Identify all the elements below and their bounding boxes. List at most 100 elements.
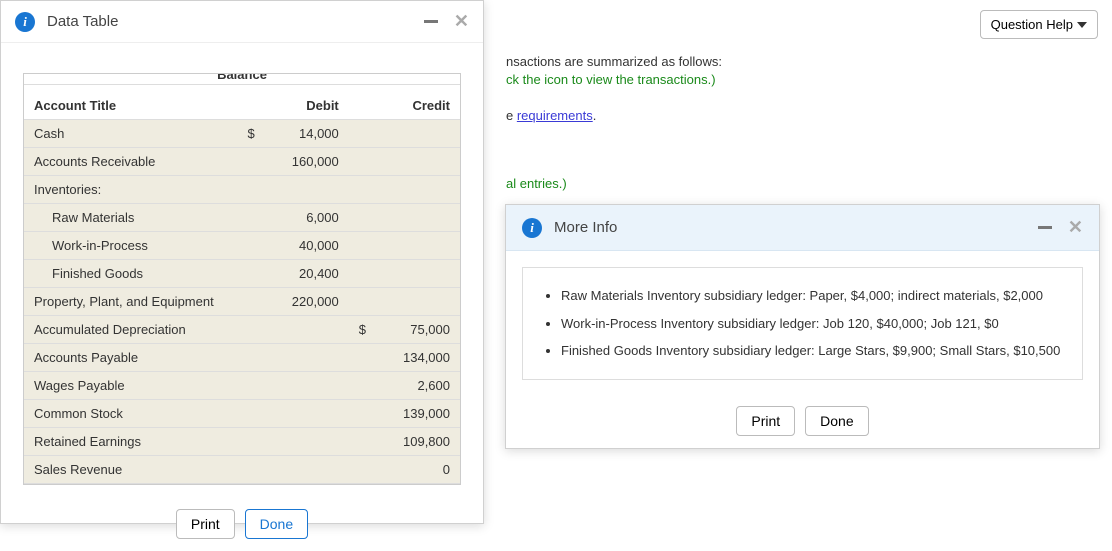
debit-currency-cell	[238, 316, 259, 344]
more-info-body: Raw Materials Inventory subsidiary ledge…	[522, 267, 1083, 380]
credit-cell: 2,600	[370, 372, 460, 400]
print-button[interactable]: Print	[736, 406, 795, 436]
debit-cell: 160,000	[259, 148, 349, 176]
col-account-title: Account Title	[24, 92, 238, 120]
accounts-table: Account Title Debit Credit Cash$14,000Ac…	[24, 92, 460, 484]
debit-currency-cell	[238, 428, 259, 456]
credit-cell	[370, 288, 460, 316]
credit-currency-cell	[349, 372, 370, 400]
credit-currency-cell	[349, 204, 370, 232]
account-title-cell: Inventories:	[24, 176, 238, 204]
account-title-cell: Property, Plant, and Equipment	[24, 288, 238, 316]
debit-currency-cell	[238, 204, 259, 232]
credit-currency-cell	[349, 120, 370, 148]
more-info-panel: i More Info ✕ Raw Materials Inventory su…	[505, 204, 1100, 449]
table-row: Accounts Payable 134,000	[24, 344, 460, 372]
chevron-down-icon	[1077, 22, 1087, 28]
account-title-cell: Sales Revenue	[24, 456, 238, 484]
credit-currency-cell	[349, 456, 370, 484]
credit-currency-cell	[349, 428, 370, 456]
done-button[interactable]: Done	[805, 406, 868, 436]
debit-currency-cell	[238, 372, 259, 400]
debit-cell	[259, 316, 349, 344]
debit-cell	[259, 400, 349, 428]
debit-currency-cell	[238, 400, 259, 428]
col-debit: Debit	[259, 92, 349, 120]
account-title-cell: Wages Payable	[24, 372, 238, 400]
credit-currency-cell	[349, 232, 370, 260]
debit-cell	[259, 372, 349, 400]
bg-line-2: ck the icon to view the transactions.)	[506, 72, 716, 87]
table-row: Common Stock139,000	[24, 400, 460, 428]
debit-cell	[259, 456, 349, 484]
debit-cell	[259, 176, 349, 204]
table-row: Wages Payable 2,600	[24, 372, 460, 400]
print-button[interactable]: Print	[176, 509, 235, 539]
debit-currency-cell: $	[238, 120, 259, 148]
list-item: Raw Materials Inventory subsidiary ledge…	[561, 282, 1066, 310]
table-row: Accumulated Depreciation$75,000	[24, 316, 460, 344]
account-title-cell: Accounts Payable	[24, 344, 238, 372]
account-title-cell: Finished Goods	[24, 260, 238, 288]
credit-currency-cell	[349, 288, 370, 316]
close-icon[interactable]: ✕	[1068, 217, 1083, 238]
minimize-icon[interactable]	[424, 20, 438, 23]
data-table-header: i Data Table ✕	[1, 1, 483, 43]
minimize-icon[interactable]	[1038, 226, 1052, 229]
debit-cell: 220,000	[259, 288, 349, 316]
col-cur-c	[349, 92, 370, 120]
debit-cell	[259, 344, 349, 372]
list-item: Finished Goods Inventory subsidiary ledg…	[561, 337, 1066, 365]
more-info-header: i More Info ✕	[506, 205, 1099, 251]
info-icon: i	[15, 12, 35, 32]
credit-cell	[370, 120, 460, 148]
accounts-table-wrap: Balance Account Title Debit Credit Cash$…	[23, 73, 461, 485]
balance-heading: Balance	[24, 73, 460, 85]
bg-line-3-wrap: e requirements.	[506, 108, 596, 123]
requirements-link[interactable]: requirements	[517, 108, 593, 123]
debit-cell	[259, 428, 349, 456]
bg-line-3-suffix: .	[593, 108, 597, 123]
bg-line-1: nsactions are summarized as follows:	[506, 54, 722, 69]
credit-currency-cell	[349, 260, 370, 288]
credit-cell: 0	[370, 456, 460, 484]
col-cur-d	[238, 92, 259, 120]
debit-currency-cell	[238, 148, 259, 176]
table-row: Cash$14,000	[24, 120, 460, 148]
more-info-title: More Info	[554, 219, 617, 236]
account-title-cell: Raw Materials	[24, 204, 238, 232]
debit-currency-cell	[238, 232, 259, 260]
credit-cell	[370, 260, 460, 288]
table-row: Work-in-Process40,000	[24, 232, 460, 260]
data-table-buttons: Print Done	[1, 499, 483, 551]
data-table-title: Data Table	[47, 13, 118, 30]
credit-cell	[370, 232, 460, 260]
question-help-button[interactable]: Question Help	[980, 10, 1098, 39]
credit-cell: 134,000	[370, 344, 460, 372]
account-title-cell: Cash	[24, 120, 238, 148]
credit-currency-cell	[349, 148, 370, 176]
data-table-panel: i Data Table ✕ Balance Account Title Deb…	[0, 0, 484, 524]
account-title-cell: Accounts Receivable	[24, 148, 238, 176]
table-row: Inventories:	[24, 176, 460, 204]
table-row: Finished Goods 20,400	[24, 260, 460, 288]
table-row: Accounts Receivable 160,000	[24, 148, 460, 176]
debit-cell: 20,400	[259, 260, 349, 288]
question-help-label: Question Help	[991, 17, 1073, 32]
bg-line-3-prefix: e	[506, 108, 517, 123]
credit-cell	[370, 204, 460, 232]
col-credit: Credit	[370, 92, 460, 120]
account-title-cell: Work-in-Process	[24, 232, 238, 260]
credit-currency-cell: $	[349, 316, 370, 344]
account-title-cell: Retained Earnings	[24, 428, 238, 456]
debit-currency-cell	[238, 344, 259, 372]
close-icon[interactable]: ✕	[454, 11, 469, 32]
debit-currency-cell	[238, 176, 259, 204]
bg-line-4: al entries.)	[506, 176, 567, 191]
debit-currency-cell	[238, 288, 259, 316]
debit-currency-cell	[238, 456, 259, 484]
more-info-list: Raw Materials Inventory subsidiary ledge…	[539, 282, 1066, 365]
credit-currency-cell	[349, 176, 370, 204]
credit-cell: 139,000	[370, 400, 460, 428]
done-button[interactable]: Done	[245, 509, 308, 539]
